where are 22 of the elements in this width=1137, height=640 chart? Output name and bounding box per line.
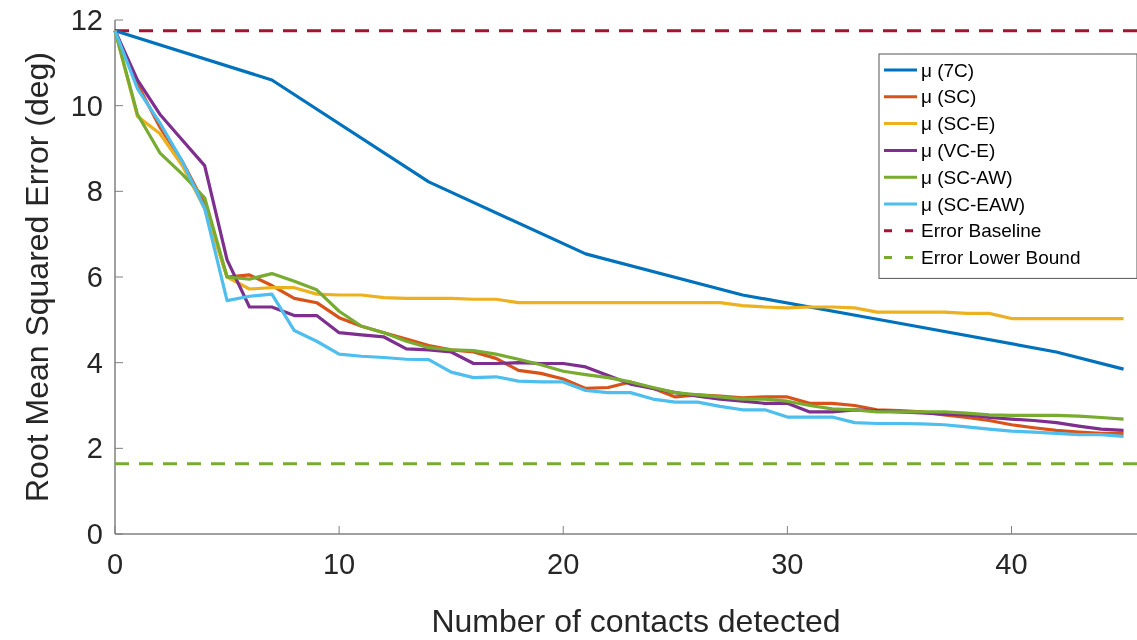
x-tick-label: 40 bbox=[995, 548, 1028, 580]
legend-label: μ (SC) bbox=[921, 86, 977, 108]
y-tick-label: 10 bbox=[70, 89, 103, 122]
x-tick-label: 0 bbox=[106, 548, 124, 580]
y-tick-label: 12 bbox=[70, 4, 103, 37]
legend-label: μ (VC-E) bbox=[921, 140, 996, 162]
y-tick-label: 2 bbox=[86, 432, 103, 465]
legend-label: μ (7C) bbox=[921, 59, 975, 81]
x-tick-label: 10 bbox=[322, 548, 356, 580]
x-axis-title: Number of contacts detected bbox=[431, 603, 841, 639]
x-tick-label: 20 bbox=[547, 548, 580, 580]
legend-label: Error Lower Bound bbox=[921, 247, 1081, 269]
legend-label: μ (SC-EAW) bbox=[921, 193, 1026, 215]
legend-label: μ (SC-E) bbox=[921, 113, 996, 135]
y-tick-label: 4 bbox=[86, 346, 103, 379]
y-tick-label: 8 bbox=[86, 175, 103, 208]
y-axis-title: Root Mean Squared Error (deg) bbox=[19, 52, 55, 502]
y-tick-label: 0 bbox=[86, 518, 103, 551]
legend-label: μ (SC-AW) bbox=[921, 166, 1013, 188]
legend-label: Error Baseline bbox=[921, 220, 1042, 242]
x-tick-label: 30 bbox=[771, 548, 804, 580]
y-tick-label: 6 bbox=[86, 261, 103, 294]
